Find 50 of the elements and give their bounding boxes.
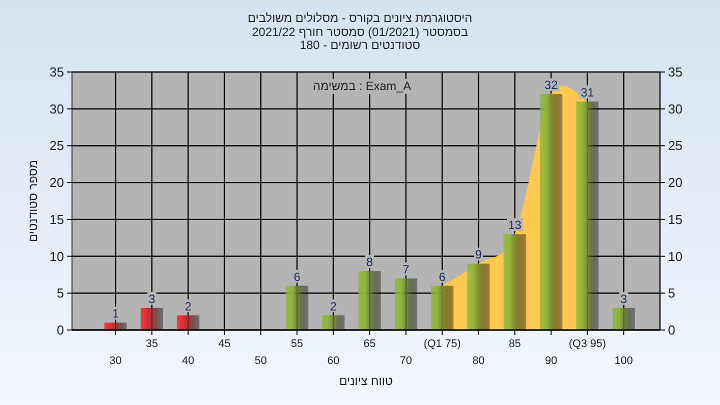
data-label: 2: [184, 299, 192, 314]
y2-tick-label: 35: [668, 64, 682, 80]
ylabel: מספר סטודנטים: [26, 160, 40, 242]
x-tick-label: 50: [254, 355, 267, 367]
x-tick-label: 90: [544, 355, 558, 367]
data-label: 9: [475, 248, 482, 262]
data-label: 31: [580, 85, 594, 100]
data-label: 7: [402, 262, 410, 276]
y-tick-label: 0: [56, 322, 64, 338]
x-tick-label: 70: [400, 355, 412, 367]
x-tick-label: 30: [109, 355, 122, 367]
data-label: 3: [620, 292, 628, 306]
subtitle: בסמסטר (01/2021) סמסטר חורף 2021/22: [252, 25, 468, 39]
annotation: במשימה : Exam_A: [312, 79, 412, 93]
x-tick-label: (Q1 75): [424, 338, 461, 350]
y2-tick-label: 10: [668, 248, 682, 264]
data-label: 32: [544, 78, 558, 92]
title: היסטוגרמת ציונים בקורס - מסלולים משולבים: [248, 11, 472, 25]
data-label: 6: [438, 270, 446, 284]
x-tick-label: 35: [146, 338, 158, 350]
data-label: 2: [330, 299, 337, 314]
x-tick-label: (Q3 95): [568, 338, 606, 350]
x-tick-label: 85: [508, 338, 521, 350]
y2-tick-label: 20: [668, 175, 682, 190]
y2-tick-label: 30: [668, 101, 682, 116]
y-tick-label: 35: [50, 64, 64, 80]
x-tick-label: 65: [364, 338, 376, 350]
y-tick-label: 20: [50, 175, 64, 190]
y-tick-label: 10: [50, 248, 64, 264]
y-tick-label: 5: [56, 286, 64, 301]
y2-tick-label: 5: [668, 286, 676, 301]
x-tick-label: 40: [182, 355, 194, 367]
x-tick-label: 45: [218, 338, 231, 350]
xlabel: טווח ציונים: [339, 374, 393, 388]
x-tick-label: 55: [290, 338, 304, 350]
data-label: 6: [294, 270, 301, 284]
y-tick-label: 25: [50, 138, 64, 154]
x-tick-label: 80: [472, 355, 485, 367]
data-label: 3: [148, 292, 156, 306]
y2-tick-label: 15: [668, 212, 682, 227]
y-tick-label: 30: [50, 101, 64, 116]
subtitle: סטודנטים רשומים - 180: [300, 38, 420, 52]
data-label: 13: [508, 218, 522, 232]
x-tick-label: 60: [327, 355, 340, 367]
y-tick-label: 15: [50, 212, 64, 227]
data-label: 1: [112, 306, 120, 321]
data-label: 8: [366, 255, 374, 270]
y2-tick-label: 0: [668, 322, 676, 338]
y2-tick-label: 25: [668, 138, 682, 154]
x-tick-label: 100: [614, 355, 633, 367]
